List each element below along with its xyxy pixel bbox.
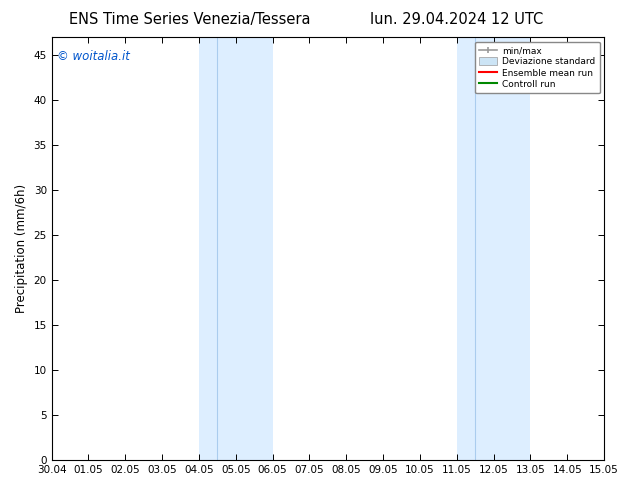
Bar: [199, 37, 273, 460]
Text: © woitalia.it: © woitalia.it: [57, 50, 130, 63]
Y-axis label: Precipitation (mm/6h): Precipitation (mm/6h): [15, 184, 28, 313]
Text: lun. 29.04.2024 12 UTC: lun. 29.04.2024 12 UTC: [370, 12, 543, 27]
Bar: [457, 37, 531, 460]
Legend: min/max, Deviazione standard, Ensemble mean run, Controll run: min/max, Deviazione standard, Ensemble m…: [475, 42, 600, 94]
Text: ENS Time Series Venezia/Tessera: ENS Time Series Venezia/Tessera: [70, 12, 311, 27]
